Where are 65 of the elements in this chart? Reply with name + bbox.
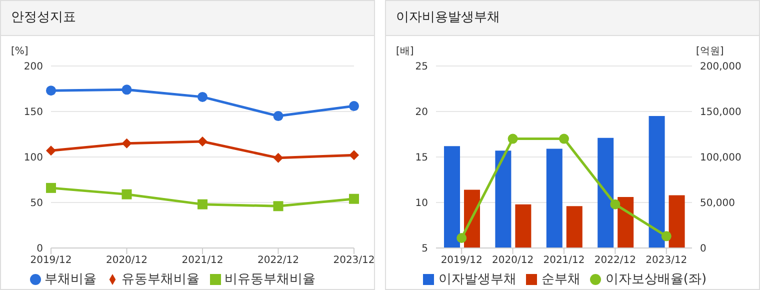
legend-label: 이자발생부채 [438,272,516,287]
bar [618,197,634,248]
y-axis-title: [%] [11,46,28,57]
point [508,134,518,144]
bar [668,195,685,248]
legend-label: 부채비율 [44,272,96,287]
y-tick-label: 10 [415,198,428,210]
x-tick-label: 2022/12 [257,255,300,266]
point [349,150,359,160]
y-tick-label: 50 [30,198,43,210]
y2-tick-label: 0 [700,244,706,255]
bar [546,148,562,248]
x-tick-label: 2019/12 [30,255,72,266]
y-tick-label: 20 [415,107,428,118]
legend-label: 유동부채비율 [122,272,200,287]
point [349,101,359,112]
point [610,199,620,210]
point [122,189,132,200]
y-tick-label: 25 [415,62,428,73]
y-tick-label: 15 [415,152,428,164]
point [456,232,467,243]
point [349,194,359,204]
point [46,86,56,96]
y2-tick-label: 150,000 [700,107,742,118]
y-tick-label: 0 [36,244,43,255]
point [198,199,208,210]
y-tick-label: 200 [24,62,43,73]
y-tick-label: 5 [422,244,428,255]
chart-title: 안정성지표 [1,1,374,36]
bar [648,116,665,248]
point [122,138,132,148]
point [273,201,284,212]
y-axis-title: [배] [396,46,414,57]
y-tick-label: 150 [24,107,43,118]
point [661,231,672,242]
point [559,134,569,144]
bar [515,204,532,248]
bar [598,138,614,248]
y-tick-label: 100 [24,152,43,164]
y2-tick-label: 50,000 [700,198,735,210]
chart-title: 이자비용발생부채 [386,1,759,36]
x-tick-label: 2020/12 [106,255,148,266]
x-tick-label: 2021/12 [543,255,585,266]
legend-label: 이자보상배율(좌) [605,272,707,287]
y2-axis-title: [억원] [696,46,724,57]
legend-label: 순부채 [541,272,580,287]
y2-tick-label: 100,000 [700,152,742,164]
point [46,182,56,193]
bar [444,146,460,248]
bar [566,206,582,248]
point [198,136,208,147]
bar [495,150,512,248]
legend-label: 비유동부채비율 [224,272,316,287]
y2-tick-label: 200,000 [700,62,742,73]
point [198,92,208,102]
x-tick-label: 2021/12 [182,255,224,266]
x-tick-label: 2020/12 [492,255,534,266]
x-tick-label: 2022/12 [594,255,636,266]
point [273,152,284,163]
x-tick-label: 2019/12 [440,255,482,266]
x-tick-label: 2023/12 [333,255,375,266]
point [46,146,56,156]
point [273,111,284,122]
x-tick-label: 2023/12 [646,255,688,266]
point [122,84,132,95]
